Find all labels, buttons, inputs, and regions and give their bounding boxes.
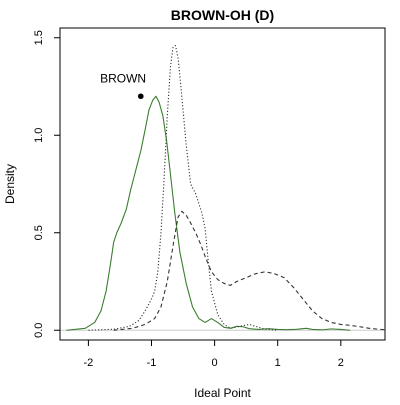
y-tick-label-2: 1.0 [33, 128, 45, 143]
x-tick-label-4: 2 [338, 357, 344, 369]
y-tick-label-0: 0.0 [33, 323, 45, 338]
series-line-dashed [113, 210, 386, 331]
series-line-solid [66, 95, 351, 331]
y-tick-label-3: 1.5 [33, 30, 45, 45]
x-tick-label-0: -2 [84, 357, 94, 369]
x-tick-label-1: -1 [147, 357, 157, 369]
x-tick-label-2: 0 [212, 357, 218, 369]
series-line-dotted [88, 45, 278, 331]
y-tick-label-1: 0.5 [33, 225, 45, 240]
plot-frame [59, 27, 386, 341]
y-axis-label: Density [3, 164, 17, 204]
point-marker-0 [137, 93, 144, 100]
x-axis-label: Ideal Point [194, 386, 251, 400]
plot-layer: BROWN -2 -1 0 1 2 0.0 0.5 1.0 1.5 [33, 27, 386, 369]
x-tick-label-3: 1 [275, 357, 281, 369]
annotation-0: BROWN [100, 72, 146, 86]
chart-title: BROWN-OH (D) [171, 7, 274, 23]
